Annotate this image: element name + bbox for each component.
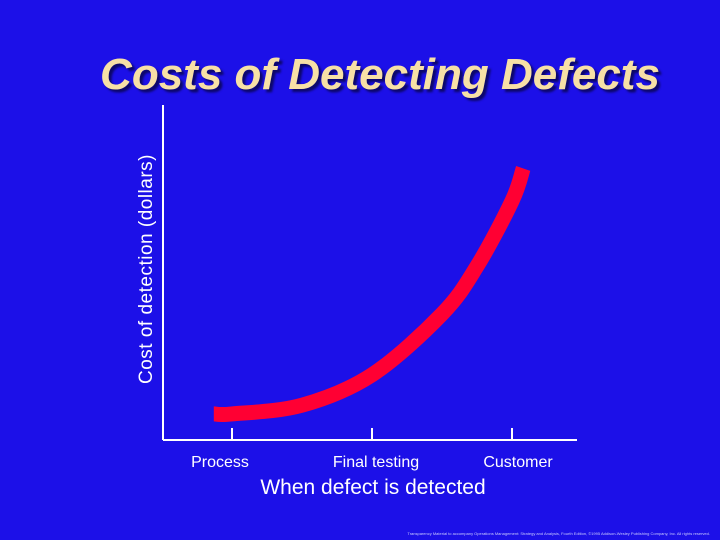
y-axis-label: Cost of detection (dollars) (136, 154, 157, 384)
plot-area: Process Final testing Customer (162, 105, 577, 471)
x-tick-label-process: Process (191, 454, 249, 471)
x-tick-label-customer: Customer (483, 454, 553, 471)
cost-curve-line (213, 165, 531, 423)
x-axis-label: When defect is detected (260, 476, 485, 499)
copyright-credit: Transparency Material to accompany Opera… (407, 531, 710, 536)
slide-title: Costs of Detecting Defects (100, 50, 660, 99)
x-tick-label-final-testing: Final testing (333, 454, 419, 471)
